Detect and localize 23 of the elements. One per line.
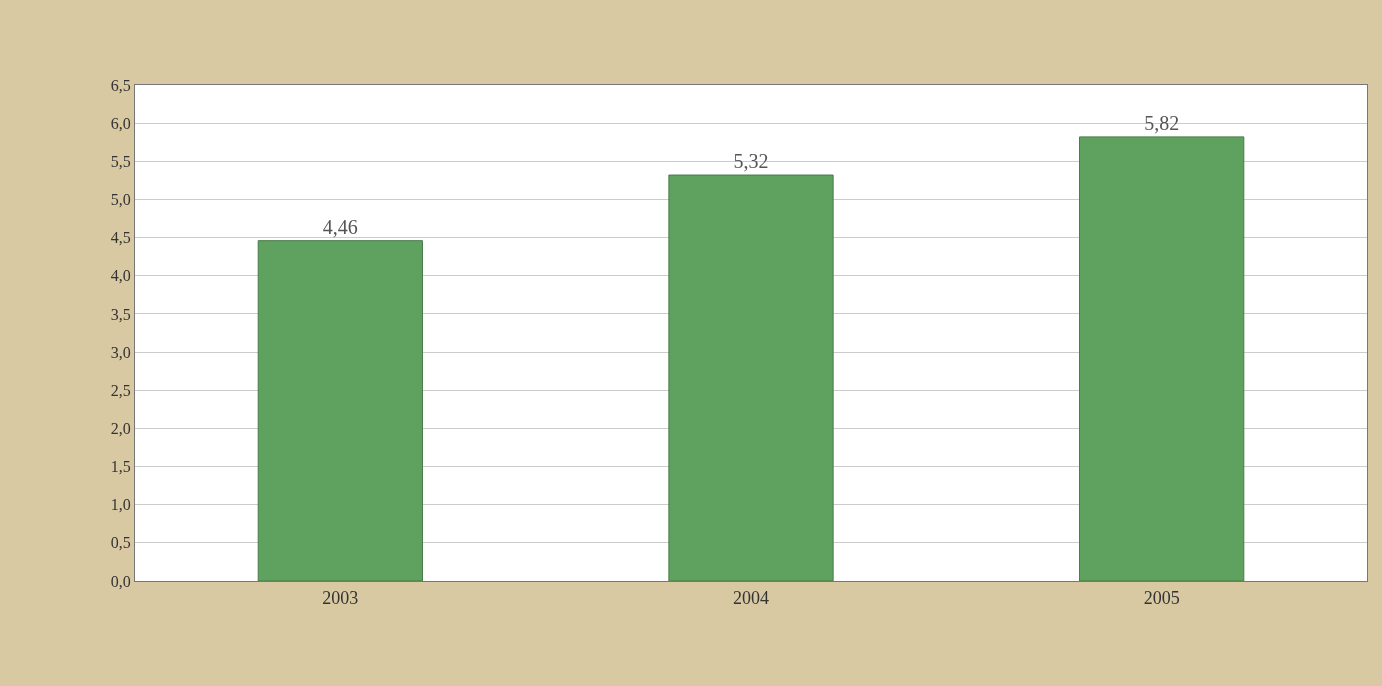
y-tick-label: 1,5 [110,458,131,476]
y-tick-label: 4,0 [110,267,131,285]
data-label: 5,82 [1144,111,1180,134]
data-label: 5,32 [733,150,769,173]
data-label: 4,46 [322,215,358,238]
x-tick-label: 2003 [322,587,359,608]
x-tick-label: 2004 [733,587,769,608]
bar [668,174,834,581]
y-tick-label: 4,5 [110,229,131,247]
y-tick-label: 5,5 [110,152,131,170]
y-tick-label: 0,5 [110,534,131,552]
x-tick-label: 2005 [1143,587,1180,608]
bar [1079,136,1245,581]
y-tick-label: 3,0 [110,343,131,361]
y-tick-label: 2,0 [110,419,131,437]
bar [257,240,423,581]
y-tick-label: 6,5 [110,76,131,94]
y-tick-label: 0,0 [110,572,131,590]
y-tick-label: 2,5 [110,381,131,399]
y-tick-label: 3,5 [110,305,131,323]
y-tick-label: 1,0 [110,496,131,514]
y-tick-label: 5,0 [110,191,131,209]
y-tick-label: 6,0 [110,114,131,132]
